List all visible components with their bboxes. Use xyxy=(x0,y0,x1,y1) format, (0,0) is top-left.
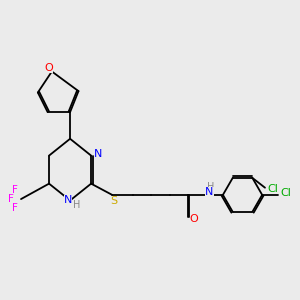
Text: Cl: Cl xyxy=(267,184,278,194)
Text: O: O xyxy=(190,214,198,224)
Text: H: H xyxy=(74,200,81,210)
Text: Cl: Cl xyxy=(280,188,291,199)
Text: O: O xyxy=(45,63,53,73)
Text: N: N xyxy=(205,187,214,197)
Text: F: F xyxy=(12,185,18,195)
Text: S: S xyxy=(110,196,117,206)
Text: N: N xyxy=(64,196,72,206)
Text: N: N xyxy=(94,149,102,159)
Text: F: F xyxy=(8,194,14,204)
Text: H: H xyxy=(207,182,214,192)
Text: F: F xyxy=(12,203,18,213)
